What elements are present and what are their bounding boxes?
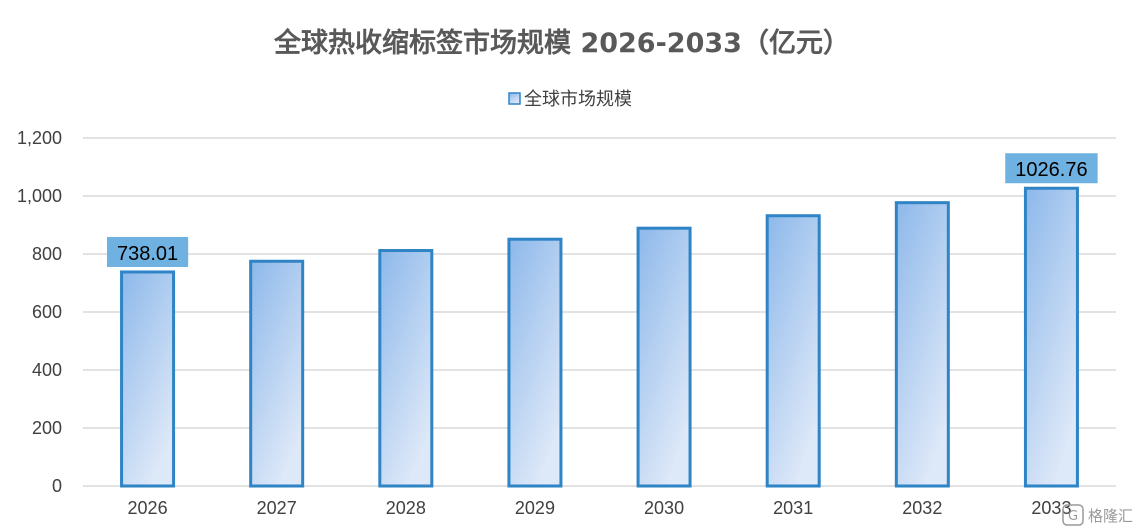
x-tick-label: 2033	[1031, 498, 1071, 518]
bar-2027	[249, 259, 305, 488]
x-tick-label: 2026	[128, 498, 168, 518]
data-label-text: 1026.76	[1015, 159, 1087, 181]
bar-2028	[378, 249, 434, 488]
bar-2032	[894, 201, 950, 488]
svg-text:G: G	[1068, 509, 1078, 524]
y-tick-label: 1,000	[17, 186, 62, 206]
data-label-box	[106, 236, 189, 267]
legend-swatch	[508, 92, 521, 105]
bar-2031	[765, 214, 821, 488]
bar-2033	[1023, 186, 1079, 488]
watermark: G 格隆汇	[1062, 504, 1133, 526]
x-tick-label: 2030	[644, 498, 684, 518]
y-tick-label: 800	[32, 244, 62, 264]
y-tick-label: 200	[32, 418, 62, 438]
bar-2029	[507, 237, 563, 488]
legend: 全球市场规模	[508, 89, 632, 110]
x-tick-label: 2032	[902, 498, 942, 518]
chart-title: 全球热收缩标签市场规模 2026-2033（亿元）	[273, 27, 850, 59]
y-tick-label: 400	[32, 360, 62, 380]
y-tick-label: 600	[32, 302, 62, 322]
data-label-box	[1005, 153, 1098, 184]
watermark-text: 格隆汇	[1088, 507, 1133, 525]
x-axis: 2026 2027 2028 2029 2030 2031 2032 2033	[128, 498, 1072, 518]
data-label-2033: 1026.76	[1005, 153, 1098, 184]
x-tick-label: 2027	[257, 498, 297, 518]
y-tick-label: 1,200	[17, 128, 62, 148]
data-labels: 738.01 1026.76	[106, 153, 1098, 267]
x-tick-label: 2031	[773, 498, 813, 518]
x-tick-label: 2029	[515, 498, 555, 518]
y-tick-label: 0	[52, 476, 62, 496]
y-axis: 0 200 400 600 800 1,000 1,200	[17, 128, 62, 496]
bars	[120, 186, 1079, 488]
glh-logo-icon: G	[1062, 504, 1084, 526]
data-label-text: 738.01	[117, 243, 178, 265]
bar-2030	[636, 226, 692, 488]
x-tick-label: 2028	[386, 498, 426, 518]
data-label-2026: 738.01	[106, 236, 189, 267]
legend-label: 全球市场规模	[524, 89, 632, 110]
bar-2026	[120, 270, 176, 488]
grid-lines	[83, 137, 1116, 487]
